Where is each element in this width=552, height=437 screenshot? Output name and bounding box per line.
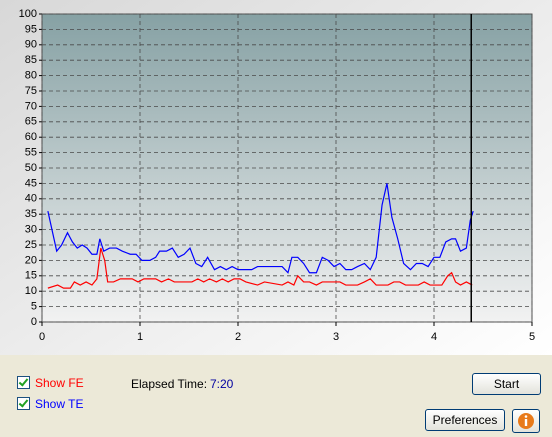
y-tick-label: 70 — [25, 100, 37, 112]
x-tick-label: 1 — [137, 331, 143, 343]
y-tick-label: 20 — [25, 254, 37, 266]
checkbox-fe[interactable] — [17, 376, 30, 389]
checkbox-te[interactable] — [17, 397, 30, 410]
x-tick-label: 2 — [235, 331, 241, 343]
y-tick-label: 65 — [25, 116, 37, 128]
preferences-button[interactable]: Preferences — [425, 409, 505, 431]
y-tick-label: 5 — [31, 301, 37, 313]
label-fe: Show FE — [35, 376, 84, 390]
y-tick-label: 35 — [25, 208, 37, 220]
x-tick-label: 3 — [333, 331, 339, 343]
y-tick-label: 100 — [19, 8, 37, 20]
y-tick-label: 85 — [25, 54, 37, 66]
series-line — [47, 247, 473, 289]
y-tick-label: 50 — [25, 162, 37, 174]
elapsed-label: Elapsed Time: — [131, 377, 208, 391]
x-tick-label: 4 — [431, 331, 437, 343]
y-tick-label: 10 — [25, 285, 37, 297]
elapsed-value: 7:20 — [210, 377, 234, 391]
y-tick-label: 40 — [25, 193, 37, 205]
y-tick-label: 75 — [25, 85, 37, 97]
y-tick-label: 0 — [31, 316, 37, 328]
x-tick-label: 0 — [39, 331, 45, 343]
series-line — [47, 183, 474, 274]
info-icon — [518, 413, 534, 429]
y-tick-label: 90 — [25, 39, 37, 51]
y-tick-label: 55 — [25, 147, 37, 159]
y-tick-label: 80 — [25, 70, 37, 82]
y-tick-label: 25 — [25, 239, 37, 251]
y-tick-label: 95 — [25, 23, 37, 35]
y-tick-label: 60 — [25, 131, 37, 143]
chart: 0510152025303540455055606570758085909510… — [0, 0, 552, 355]
y-tick-label: 15 — [25, 270, 37, 282]
label-te: Show TE — [35, 397, 84, 411]
y-tick-label: 30 — [25, 224, 37, 236]
start-button[interactable]: Start — [472, 373, 541, 395]
info-button[interactable] — [512, 409, 540, 433]
y-tick-label: 45 — [25, 177, 37, 189]
x-tick-label: 5 — [529, 331, 535, 343]
